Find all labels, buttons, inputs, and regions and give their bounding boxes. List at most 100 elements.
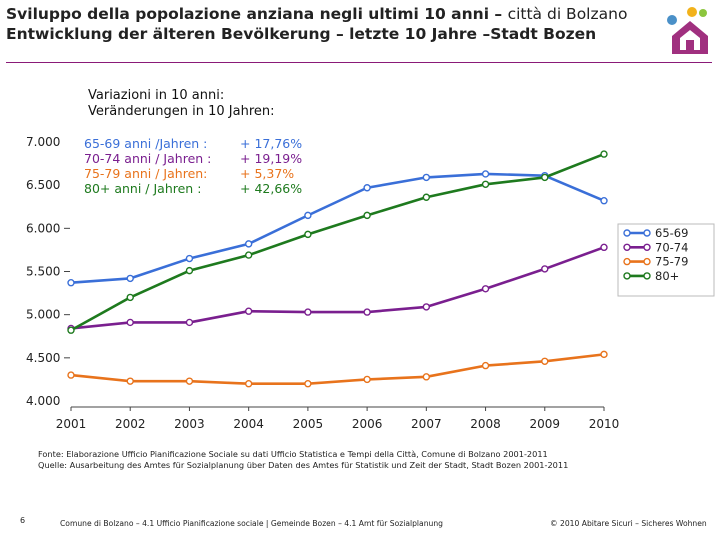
data-point-80+: [363, 211, 371, 220]
variations-list: 65-69 anni /Jahren : + 17,76% 70-74 anni …: [84, 136, 302, 196]
source-german: Quelle: Ausarbeitung des Amtes für Sozia…: [38, 460, 569, 470]
data-point-75-79: [304, 380, 312, 388]
legend-swatch-point: [643, 257, 651, 266]
series-line-75-79: [70, 353, 605, 386]
data-point-70-74: [541, 265, 549, 273]
data-point-70-74: [244, 307, 253, 315]
legend-swatch-point: [643, 229, 651, 237]
data-point-75-79: [67, 371, 75, 379]
data-point-80+: [422, 193, 431, 201]
y-tick-label: 5.000: [26, 308, 60, 322]
variation-value: + 5,37%: [240, 166, 295, 181]
data-point-75-79: [126, 377, 134, 385]
variation-row-65-69: 65-69 anni /Jahren : + 17,76%: [84, 136, 302, 151]
data-point-80+: [541, 173, 549, 182]
variations-heading: Variazioni in 10 anni: Veränderungen in …: [88, 88, 275, 120]
variation-value: + 17,76%: [240, 136, 303, 151]
y-tick-label: 5.500: [26, 265, 60, 279]
x-tick-label: 2010: [589, 417, 620, 431]
data-point-70-74: [600, 243, 608, 252]
data-point-80+: [67, 326, 75, 334]
data-point-75-79: [600, 350, 608, 359]
x-tick-label: 2004: [233, 417, 264, 431]
variation-label: 75-79 anni / Jahren:: [84, 166, 208, 181]
data-point-75-79: [541, 357, 549, 365]
title-german: Entwicklung der älteren Bevölkerung – le…: [6, 25, 597, 43]
data-point-65-69: [422, 173, 431, 182]
footer-center: Comune di Bolzano – 4.1 Ufficio Pianific…: [60, 519, 443, 528]
series-line-70-74: [70, 246, 605, 330]
legend-swatch-point: [643, 272, 651, 280]
y-tick-label: 7.000: [26, 135, 60, 149]
page-number: 6: [20, 516, 26, 525]
legend-label: 70-74: [655, 240, 688, 254]
x-tick-label: 2005: [293, 417, 324, 431]
y-tick-label: 4.500: [26, 351, 60, 365]
legend-box: [617, 223, 715, 297]
data-point-75-79: [481, 361, 490, 370]
series-line-80+: [70, 152, 605, 332]
title-divider: [6, 62, 712, 63]
x-tick-label: 2001: [56, 417, 87, 431]
data-point-70-74: [304, 308, 312, 316]
legend-swatch-point: [643, 243, 651, 252]
data-point-65-69: [363, 184, 371, 192]
y-tick-label: 6.500: [26, 178, 60, 192]
data-point-65-69: [304, 211, 312, 220]
data-point-70-74: [363, 308, 371, 316]
data-point-65-69: [481, 170, 490, 178]
data-point-80+: [244, 251, 253, 259]
data-point-75-79: [422, 373, 431, 381]
data-point-65-69: [126, 274, 134, 283]
series-line-65-69: [70, 172, 605, 285]
data-point-75-79: [185, 377, 194, 385]
data-point-80+: [304, 230, 312, 239]
page-title: Sviluppo della popolazione anziana negli…: [6, 4, 646, 44]
house-logo-icon: [667, 7, 708, 54]
legend-swatch-point: [623, 257, 631, 266]
x-tick-label: 2003: [174, 417, 205, 431]
variations-heading-de: Veränderungen in 10 Jahren:: [88, 104, 275, 119]
variation-value: + 19,19%: [240, 151, 303, 166]
x-tick-label: 2002: [115, 417, 146, 431]
data-point-65-69: [67, 279, 75, 287]
variation-row-80plus: 80+ anni / Jahren : + 42,66%: [84, 181, 302, 196]
y-tick-label: 4.000: [26, 394, 60, 408]
data-point-75-79: [244, 380, 253, 388]
data-point-80+: [600, 150, 608, 158]
source-italian: Fonte: Elaborazione Ufficio Pianificazio…: [38, 449, 548, 459]
x-tick-label: 2008: [470, 417, 501, 431]
data-point-70-74: [126, 318, 134, 327]
variation-label: 80+ anni / Jahren :: [84, 181, 202, 196]
x-tick-label: 2006: [352, 417, 383, 431]
data-point-65-69: [185, 254, 194, 263]
variation-row-75-79: 75-79 anni / Jahren: + 5,37%: [84, 166, 302, 181]
data-point-80+: [185, 266, 194, 275]
title-italian-city: città di Bolzano: [507, 5, 628, 23]
data-point-75-79: [363, 375, 371, 384]
variation-row-70-74: 70-74 anni / Jahren : + 19,19%: [84, 151, 302, 166]
legend-label: 75-79: [655, 255, 688, 269]
y-tick-label: 6.000: [26, 221, 60, 235]
source-note: Fonte: Elaborazione Ufficio Pianificazio…: [38, 449, 568, 471]
variation-value: + 42,66%: [240, 181, 303, 196]
legend-label: 65-69: [655, 226, 688, 240]
variation-label: 70-74 anni / Jahren :: [84, 151, 212, 166]
legend-swatch-point: [623, 272, 631, 280]
legend-swatch-point: [623, 229, 631, 237]
x-tick-label: 2009: [530, 417, 561, 431]
title-italian: Sviluppo della popolazione anziana negli…: [6, 5, 503, 23]
data-point-80+: [126, 293, 134, 302]
variation-label: 65-69 anni /Jahren :: [84, 136, 208, 151]
legend-swatch-point: [623, 243, 631, 252]
data-point-80+: [481, 180, 490, 189]
line-chart: 4.000 4.500 5.000 5.500 6.000 6.500 7.000 2001 2…: [26, 135, 715, 431]
data-point-70-74: [185, 318, 194, 327]
data-point-65-69: [600, 197, 608, 205]
footer-right: © 2010 Abitare Sicuri – Sicheres Wohnen: [550, 519, 707, 528]
data-point-65-69: [244, 240, 253, 248]
variations-heading-it: Variazioni in 10 anni:: [88, 88, 225, 103]
x-tick-label: 2007: [411, 417, 442, 431]
data-point-70-74: [422, 303, 431, 311]
legend-label: 80+: [655, 269, 679, 283]
